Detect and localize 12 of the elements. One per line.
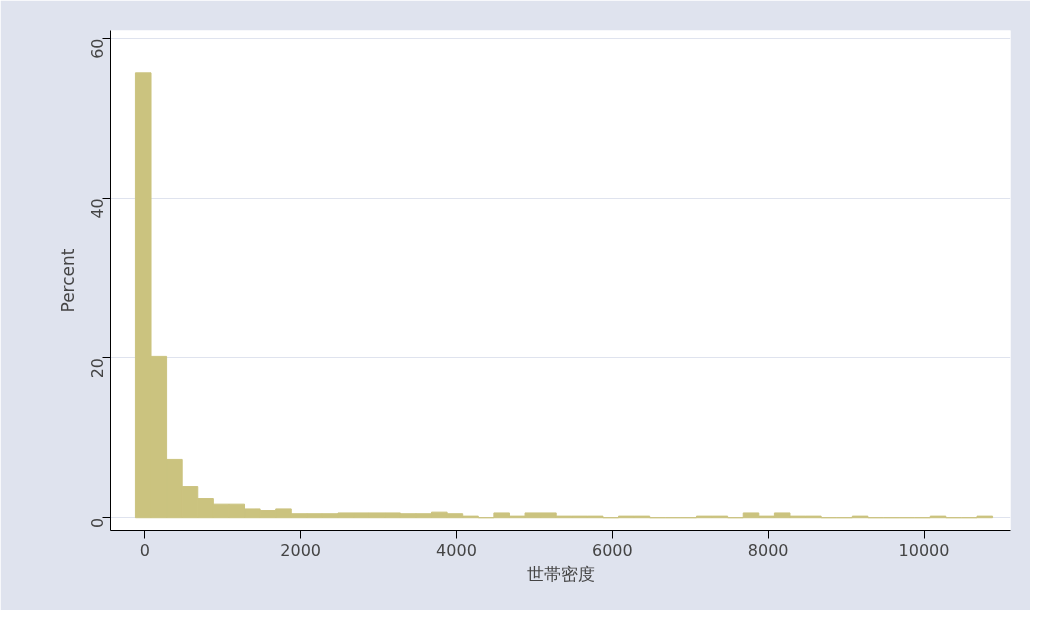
y-tick-label: 60 — [88, 38, 108, 59]
x-tick-label: 2000 — [280, 540, 321, 560]
y-axis-title: Percent — [57, 248, 78, 313]
x-tick-label: 0 — [139, 540, 150, 560]
y-tick-label: 0 — [88, 517, 108, 528]
x-tick-label: 10000 — [898, 540, 950, 560]
x-tick-label: 4000 — [436, 540, 477, 560]
y-tick-label: 20 — [88, 357, 108, 379]
x-tick-label: 6000 — [591, 540, 633, 560]
x-axis-title: 世帯密度 — [526, 563, 595, 584]
y-tick-label: 40 — [88, 198, 108, 219]
x-tick-label: 8000 — [747, 540, 789, 560]
